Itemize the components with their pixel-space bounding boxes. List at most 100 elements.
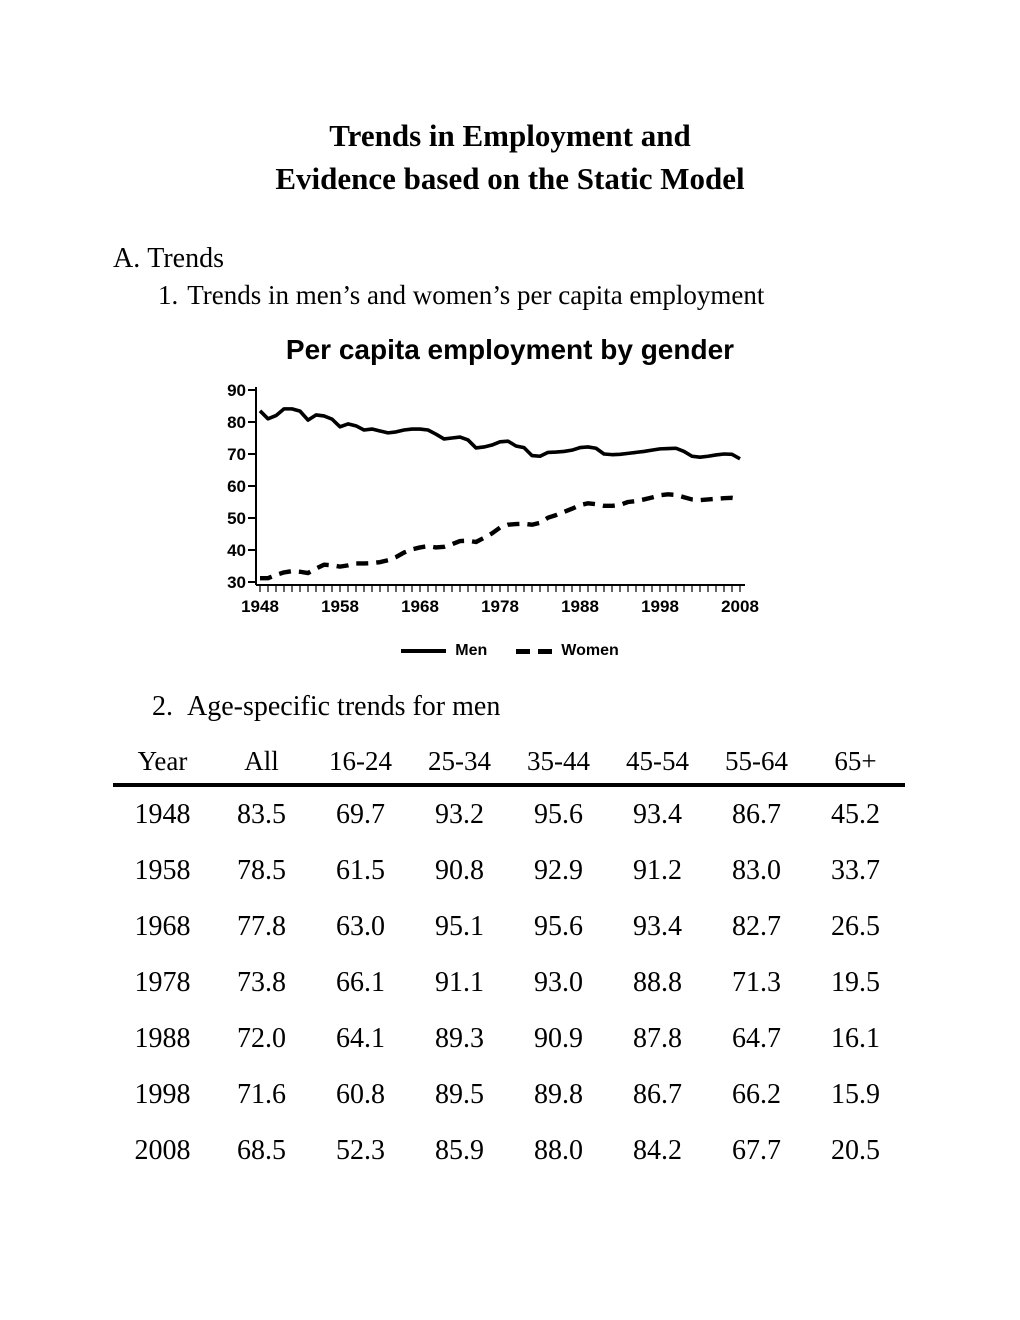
svg-text:40: 40 [227, 541, 246, 560]
column-header-65-: 65+ [806, 740, 905, 787]
table-cell: 89.5 [435, 1079, 484, 1110]
x-axis-minor-ticks [259, 585, 741, 592]
table-cell: 71.3 [732, 967, 781, 998]
svg-text:90: 90 [227, 381, 246, 400]
table-cell: 89.3 [435, 1023, 484, 1054]
table-body: 1948 83.5 69.7 93.2 95.6 93.4 86.7 45.2 1958 78.5… [113, 785, 905, 1179]
page-title-line1: Trends in Employment and [329, 118, 691, 153]
section-a-number: A. [113, 243, 141, 274]
list-item-2-text: Age-specific trends for men [187, 691, 501, 722]
series-line-men [258, 407, 741, 461]
table-cell: 72.0 [237, 1023, 286, 1054]
table-header: Year All 16-24 25-34 35-44 45-54 55-64 65+ [113, 740, 905, 787]
table-cell: 73.8 [237, 967, 286, 998]
table-cell: 95.1 [435, 911, 484, 942]
table-cell: 77.8 [237, 911, 286, 942]
table-cell: 93.4 [633, 911, 682, 942]
svg-text:1948: 1948 [241, 597, 279, 616]
column-header-25-34: 25-34 [410, 740, 509, 787]
list-item-2-number: 2. [152, 691, 173, 722]
table-cell: 1978 [134, 967, 191, 998]
chart-title: Per capita employment by gender [285, 334, 735, 365]
table-cell: 45.2 [831, 799, 880, 830]
table-cell: 92.9 [534, 855, 583, 886]
column-header-35-44: 35-44 [509, 740, 608, 787]
table-cell: 61.5 [336, 855, 385, 886]
table-cell: 86.7 [732, 799, 781, 830]
axis-tick-labels: 30 40 50 60 70 80 90 1948 1958 1968 1978 1988 1998 20… [227, 381, 759, 616]
table-cell: 90.8 [435, 855, 484, 886]
column-header-16-24: 16-24 [311, 740, 410, 787]
svg-text:1968: 1968 [401, 597, 439, 616]
table-cell: 67.7 [732, 1135, 781, 1166]
list-item-1-number: 1. [158, 280, 179, 310]
women-line-sample-icon [516, 648, 553, 654]
table-cell: 93.2 [435, 799, 484, 830]
table-cell: 63.0 [336, 911, 385, 942]
svg-text:30: 30 [227, 573, 246, 592]
table-cell: 26.5 [831, 911, 880, 942]
table-cell: 1968 [134, 911, 191, 942]
axes [248, 387, 745, 586]
table-cell: 66.1 [336, 967, 385, 998]
table-cell: 33.7 [831, 855, 880, 886]
dash-segment [516, 648, 531, 654]
table-row: 1998 71.6 60.8 89.5 89.8 86.7 66.2 15.9 [113, 1067, 905, 1123]
page-title-line2: Evidence based on the Static Model [275, 161, 745, 196]
table-cell: 84.2 [633, 1135, 682, 1166]
dash-segment [538, 648, 553, 654]
table-cell: 20.5 [831, 1135, 880, 1166]
table-cell: 19.5 [831, 967, 880, 998]
svg-text:80: 80 [227, 413, 246, 432]
men-line-sample-icon [401, 649, 447, 653]
table-cell: 1998 [134, 1079, 191, 1110]
table-cell: 71.6 [237, 1079, 286, 1110]
table-cell: 1988 [134, 1023, 191, 1054]
svg-text:1988: 1988 [561, 597, 599, 616]
table-cell: 87.8 [633, 1023, 682, 1054]
table-cell: 52.3 [336, 1135, 385, 1166]
table-cell: 85.9 [435, 1135, 484, 1166]
svg-text:1978: 1978 [481, 597, 519, 616]
table-cell: 15.9 [831, 1079, 880, 1110]
table-cell: 91.2 [633, 855, 682, 886]
table-cell: 64.1 [336, 1023, 385, 1054]
table-row: 2008 68.5 52.3 85.9 88.0 84.2 67.7 20.5 [113, 1123, 905, 1179]
table-row: 1958 78.5 61.5 90.8 92.9 91.2 83.0 33.7 [113, 843, 905, 899]
age-specific-table: Year All 16-24 25-34 35-44 45-54 55-64 65+ 1948… [113, 740, 905, 1179]
column-header-all: All [212, 740, 311, 787]
table-cell: 88.0 [534, 1135, 583, 1166]
table-cell: 83.5 [237, 799, 286, 830]
list-item-2: 2. Age-specific trends for men [152, 691, 500, 723]
table-cell: 82.7 [732, 911, 781, 942]
table-cell: 78.5 [237, 855, 286, 886]
section-a-heading: A. Trends [113, 243, 224, 275]
table-row: 1988 72.0 64.1 89.3 90.9 87.8 64.7 16.1 [113, 1011, 905, 1067]
table-cell: 90.9 [534, 1023, 583, 1054]
legend-label-men: Men [455, 642, 488, 659]
table-row: 1968 77.8 63.0 95.1 95.6 93.4 82.7 26.5 [113, 899, 905, 955]
table-cell: 88.8 [633, 967, 682, 998]
table-cell: 86.7 [633, 1079, 682, 1110]
table-cell: 66.2 [732, 1079, 781, 1110]
table-cell: 93.4 [633, 799, 682, 830]
column-header-year: Year [113, 740, 212, 787]
svg-text:1998: 1998 [641, 597, 679, 616]
table-row: 1978 73.8 66.1 91.1 93.0 88.8 71.3 19.5 [113, 955, 905, 1011]
table-header-row: Year All 16-24 25-34 35-44 45-54 55-64 65+ [113, 740, 905, 787]
svg-text:2008: 2008 [721, 597, 759, 616]
legend-label-women: Women [561, 642, 619, 659]
table-cell: 83.0 [732, 855, 781, 886]
svg-text:1958: 1958 [321, 597, 359, 616]
table-cell: 89.8 [534, 1079, 583, 1110]
table-cell: 69.7 [336, 799, 385, 830]
table-cell: 95.6 [534, 799, 583, 830]
table-cell: 95.6 [534, 911, 583, 942]
table-cell: 68.5 [237, 1135, 286, 1166]
chart-legend: Men Women [0, 642, 1020, 660]
table-cell: 1948 [134, 799, 191, 830]
table-row: 1948 83.5 69.7 93.2 95.6 93.4 86.7 45.2 [113, 785, 905, 843]
column-header-55-64: 55-64 [707, 740, 806, 787]
table-cell: 2008 [134, 1135, 191, 1166]
